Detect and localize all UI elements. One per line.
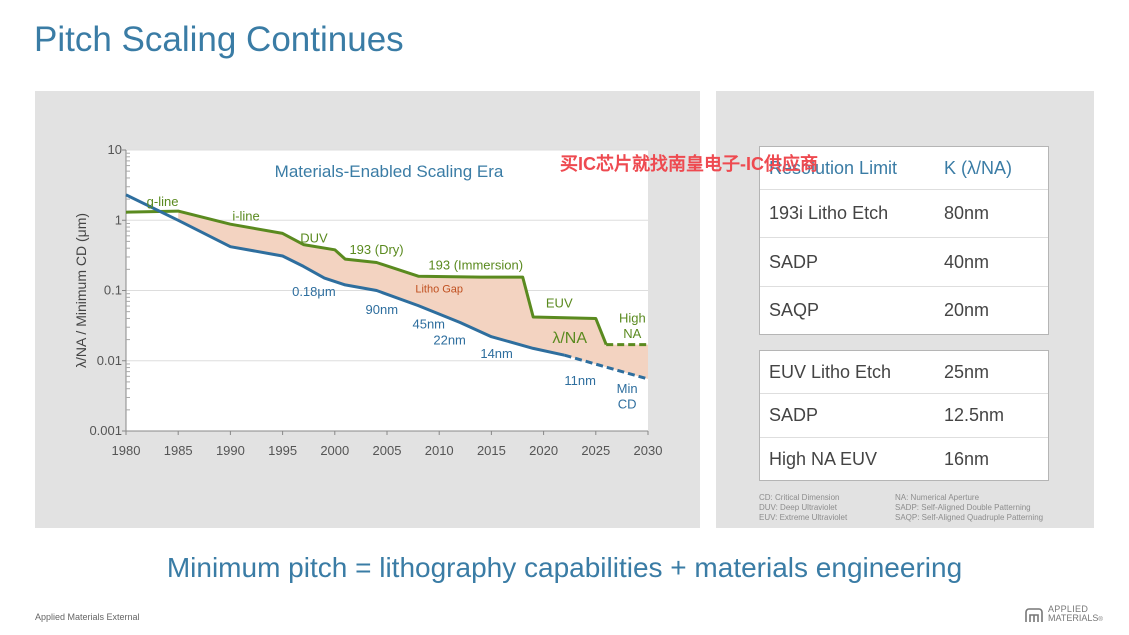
annotation-label: CD (618, 396, 637, 411)
table-row: High NA EUV 16nm (760, 438, 1048, 480)
x-tick-label: 1995 (268, 443, 297, 458)
method-cell: SAQP (769, 300, 820, 320)
method-cell: 193i Litho Etch (769, 203, 889, 223)
x-tick-label: 1980 (112, 443, 141, 458)
annotation-label: g-line (147, 194, 179, 209)
annotation-label: 90nm (366, 302, 399, 317)
annotation-label: 11nm (564, 373, 596, 388)
glossary-item: NA: Numerical Aperture (895, 493, 980, 502)
y-tick-label: 10 (108, 142, 122, 157)
method-cell: EUV Litho Etch (769, 361, 892, 382)
value-cell: 80nm (944, 203, 990, 223)
annotation-label: 193 (Immersion) (428, 257, 523, 272)
method-cell: High NA EUV (769, 448, 878, 469)
annotation-label: EUV (546, 296, 573, 311)
value-cell: 25nm (944, 361, 990, 382)
x-tick-label: 2005 (373, 443, 402, 458)
y-tick-label: 0.1 (104, 283, 122, 298)
applied-materials-logo: APPLIED MATERIALS® (1024, 605, 1103, 625)
litho-gap-region (178, 211, 648, 379)
x-tick-label: 2030 (634, 443, 663, 458)
value-cell: 20nm (944, 300, 990, 320)
annotation-label: λ/NA (552, 330, 587, 347)
annotation-label: 0.18μm (292, 284, 336, 299)
value-cell: 40nm (944, 251, 990, 272)
glossary-right: NA: Numerical Aperture SADP: Self-Aligne… (895, 493, 1043, 523)
table-row: SADP 12.5nm (760, 394, 1048, 438)
logo-registered-mark: ® (1098, 617, 1103, 623)
min-cd-line (125, 193, 565, 357)
glossary-item: CD: Critical Dimension (759, 493, 840, 502)
resolution-limit-table: Resolution Limit K (λ/NA) 193i Litho Etc… (759, 146, 1049, 335)
logo-line2: MATERIALS (1048, 613, 1099, 623)
annotation-label: 45nm (412, 316, 445, 331)
chart-title: Materials-Enabled Scaling Era (275, 162, 504, 181)
method-cell: SADP (769, 251, 819, 272)
footer-label: Applied Materials External (35, 612, 140, 622)
annotation-label: 22nm (433, 333, 466, 348)
y-tick-label: 0.01 (97, 353, 122, 368)
table-row: EUV Litho Etch 25nm (760, 351, 1048, 394)
annotation-label: High (619, 311, 646, 326)
method-cell: SADP (769, 405, 819, 425)
annotation-label: Litho Gap (415, 284, 463, 296)
glossary-item: SADP: Self-Aligned Double Patterning (895, 503, 1031, 512)
resolution-table-header: Resolution Limit K (λ/NA) (760, 147, 1048, 190)
x-tick-label: 2025 (581, 443, 610, 458)
y-tick-label: 1 (115, 212, 122, 227)
slide-tagline: Minimum pitch = lithography capabilities… (166, 552, 963, 583)
y-tick-label: 0.001 (89, 423, 122, 438)
x-tick-label: 1990 (216, 443, 245, 458)
x-tick-label: 2020 (529, 443, 558, 458)
watermark-text: 买IC芯片就找南皇电子-IC供应商 (560, 154, 818, 174)
annotation-label: Min (617, 381, 638, 396)
annotation-label: i-line (232, 208, 259, 223)
lambda-na-line (125, 209, 608, 346)
value-cell: 12.5nm (944, 405, 1005, 425)
annotation-label: DUV (300, 231, 328, 246)
min-cd-line-projected (564, 353, 649, 381)
table-row: SAQP 20nm (760, 287, 1048, 334)
annotation-label: 193 (Dry) (349, 242, 403, 257)
value-cell: 16nm (944, 448, 990, 469)
header-k-value: K (λ/NA) (944, 157, 1013, 178)
y-axis-label: λ/NA / Minimum CD (μm) (73, 213, 89, 368)
x-tick-label: 2010 (425, 443, 454, 458)
glossary-item: EUV: Extreme Ultraviolet (759, 513, 848, 522)
x-tick-label: 1985 (164, 443, 193, 458)
glossary-left: CD: Critical Dimension DUV: Deep Ultravi… (759, 493, 847, 523)
table-row: 193i Litho Etch 80nm (760, 190, 1048, 238)
x-tick-label: 2015 (477, 443, 506, 458)
slide-title: Pitch Scaling Continues (34, 20, 404, 59)
annotation-label: NA (623, 326, 641, 341)
applied-materials-logo-icon (1025, 608, 1043, 622)
glossary-item: DUV: Deep Ultraviolet (759, 503, 837, 512)
annotation-label: 14nm (480, 346, 513, 361)
header-resolution-limit: Resolution Limit (769, 157, 898, 178)
x-tick-label: 2000 (320, 443, 349, 458)
table-row: SADP 40nm (760, 238, 1048, 287)
glossary-item: SAQP: Self-Aligned Quadruple Patterning (895, 513, 1044, 522)
logo-line1: APPLIED (1048, 604, 1089, 614)
euv-table: EUV Litho Etch 25nm SADP 12.5nm High NA … (759, 350, 1049, 481)
